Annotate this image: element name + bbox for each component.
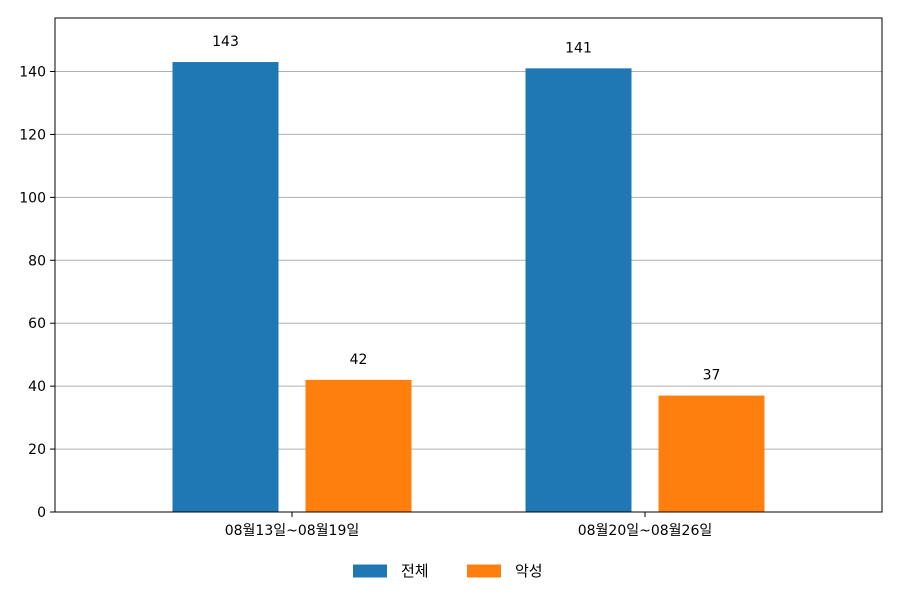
y-tick-label: 0 xyxy=(37,505,46,521)
value-labels: 143 42 141 37 xyxy=(212,34,720,384)
bar-value-label: 42 xyxy=(350,352,368,368)
y-axis: 0 20 40 60 80 100 120 140 xyxy=(19,64,55,521)
y-tick-label: 100 xyxy=(19,190,46,206)
y-tick-label: 120 xyxy=(19,127,46,143)
legend-swatch xyxy=(467,564,501,578)
y-tick-label: 60 xyxy=(28,316,46,332)
bars xyxy=(172,62,765,513)
y-tick-label: 80 xyxy=(28,253,46,269)
legend-label: 전체 xyxy=(401,562,429,580)
y-tick-label: 140 xyxy=(19,64,46,80)
y-tick-label: 20 xyxy=(28,442,46,458)
legend: 전체 악성 xyxy=(353,562,543,580)
x-axis: 08월13일~08월19일 08월20일~08월26일 xyxy=(225,512,713,539)
y-tick-label: 40 xyxy=(28,379,46,395)
legend-item: 악성 xyxy=(467,562,543,580)
x-tick-label: 08월20일~08월26일 xyxy=(578,523,713,539)
bar-value-label: 141 xyxy=(565,40,592,56)
bar-value-label: 37 xyxy=(703,368,721,384)
bar xyxy=(658,395,765,512)
bar-value-label: 143 xyxy=(212,34,239,50)
legend-swatch xyxy=(353,564,387,578)
x-tick-label: 08월13일~08월19일 xyxy=(225,523,360,539)
legend-label: 악성 xyxy=(515,562,543,580)
bar xyxy=(525,68,632,513)
bar xyxy=(305,379,412,512)
bar xyxy=(172,62,279,512)
legend-item: 전체 xyxy=(353,562,429,580)
plot-area-frame xyxy=(54,17,883,513)
